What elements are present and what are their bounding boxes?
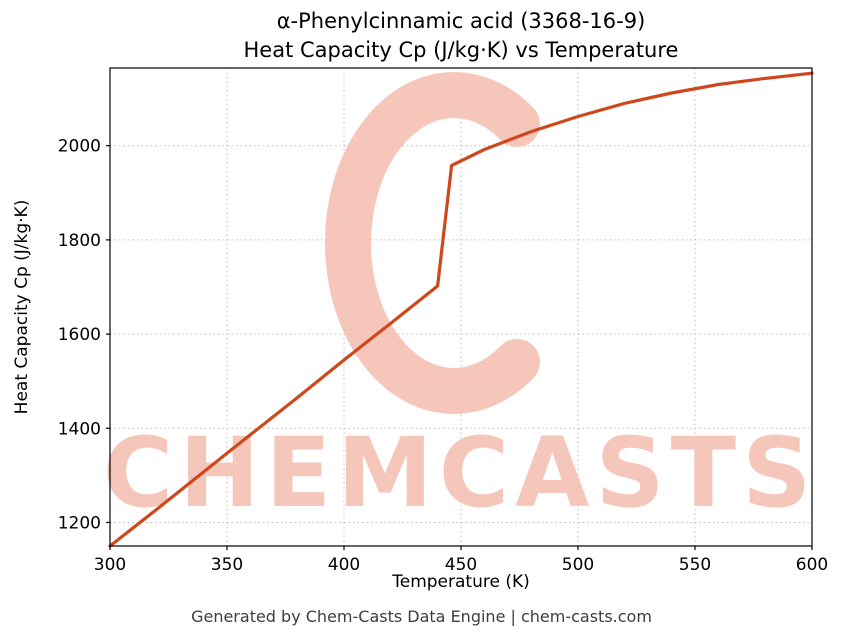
x-tick-label: 600 (796, 555, 828, 575)
y-tick-label: 1400 (58, 419, 101, 439)
data-line-cp-vs-temperature (108, 71, 814, 548)
chart-title-line2: Heat Capacity Cp (J/kg·K) vs Temperature (243, 38, 679, 62)
y-axis-label: Heat Capacity Cp (J/kg·K) (12, 199, 32, 415)
x-tick-label: 350 (211, 555, 243, 575)
y-tick-label: 1200 (58, 513, 101, 533)
y-tick-label: 1800 (58, 231, 101, 251)
chart-title-line1: α-Phenylcinnamic acid (3368-16-9) (276, 9, 646, 33)
chart-title: α-Phenylcinnamic acid (3368-16-9) Heat C… (110, 7, 812, 65)
watermark: CHEMCASTS (103, 72, 817, 529)
y-tick-label: 1600 (58, 325, 101, 345)
x-tick-label: 400 (328, 555, 360, 575)
x-tick-label: 450 (445, 555, 477, 575)
y-tick-label: 2000 (58, 137, 101, 157)
watermark-text: CHEMCASTS (103, 417, 817, 529)
x-tick-label: 500 (562, 555, 594, 575)
x-tick-label: 300 (94, 555, 126, 575)
x-axis-label: Temperature (K) (392, 572, 530, 592)
x-tick-label: 550 (679, 555, 711, 575)
footer-attribution: Generated by Chem-Casts Data Engine | ch… (191, 607, 652, 626)
watermark-logo-c-icon (325, 72, 540, 414)
